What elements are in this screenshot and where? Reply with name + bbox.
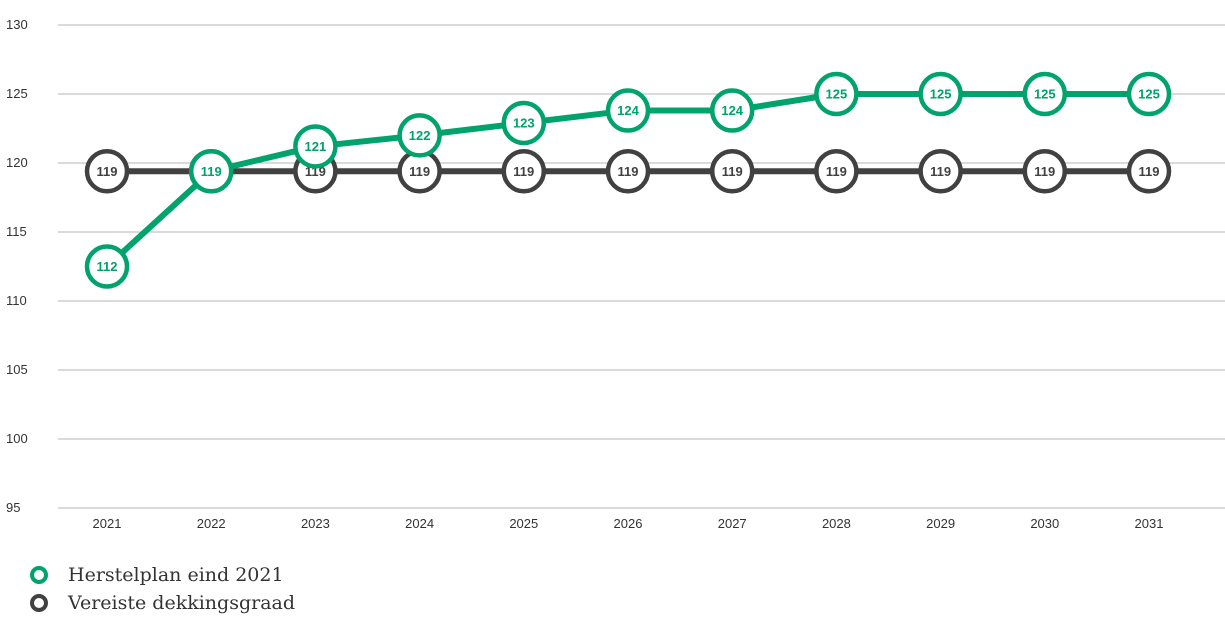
- y-tick-label: 115: [6, 224, 27, 239]
- legend-label-herstelplan: Herstelplan eind 2021: [68, 564, 284, 586]
- data-label: 112: [97, 259, 118, 274]
- data-label: 119: [722, 164, 743, 179]
- series-layer: 1191191191191191191191191191191191121191…: [84, 71, 1172, 289]
- data-point: [1022, 71, 1068, 117]
- data-label: 119: [826, 164, 847, 179]
- line-chart: 130 125 120 115 110 105 100 95 2021 2022 2023 2024…: [6, 17, 1225, 531]
- data-label: 119: [513, 164, 534, 179]
- data-point: [605, 88, 651, 133]
- legend-item-herstelplan: Herstelplan eind 2021: [30, 564, 284, 586]
- data-label: 124: [721, 103, 743, 118]
- data-label: 119: [201, 164, 222, 179]
- data-point: [605, 149, 651, 194]
- data-point: [918, 149, 963, 194]
- y-axis-ticks: 130 125 120 115 110 105 100 95: [6, 17, 28, 515]
- x-tick-label: 2024: [405, 516, 434, 531]
- legend-label-vereiste: Vereiste dekkingsgraad: [68, 592, 296, 614]
- data-point: [814, 71, 859, 117]
- data-label: 119: [97, 164, 118, 179]
- legend-marker-grey: [30, 594, 48, 612]
- y-tick-label: 110: [6, 293, 27, 308]
- data-label: 122: [409, 128, 431, 143]
- y-tick-label: 105: [6, 362, 28, 377]
- data-point: [918, 71, 963, 117]
- x-tick-label: 2022: [197, 516, 226, 531]
- data-label: 124: [617, 103, 639, 118]
- x-tick-label: 2027: [718, 516, 747, 531]
- y-tick-label: 95: [6, 500, 20, 515]
- x-tick-label: 2030: [1030, 516, 1059, 531]
- y-tick-label: 130: [6, 17, 28, 32]
- data-point: [709, 88, 755, 133]
- series-1: 112 119 121 122 123 124 124 125 125 125 125: [84, 71, 1172, 289]
- data-label: 119: [1034, 164, 1055, 179]
- data-label: 119: [930, 164, 951, 179]
- data-point: [1022, 149, 1068, 194]
- data-point: [293, 124, 338, 169]
- x-tick-label: 2025: [509, 516, 538, 531]
- data-point: [814, 149, 859, 194]
- data-point: [188, 149, 234, 194]
- y-tick-label: 100: [6, 431, 28, 446]
- data-point: [709, 149, 755, 194]
- series-0: 119119119119119119119119119119119: [84, 149, 1172, 194]
- data-point: [1126, 149, 1172, 194]
- data-label: 125: [1034, 87, 1056, 102]
- y-tick-label: 120: [6, 155, 28, 170]
- x-tick-label: 2023: [301, 516, 330, 531]
- x-tick-label: 2028: [822, 516, 851, 531]
- data-point: [1126, 71, 1172, 117]
- x-tick-label: 2029: [926, 516, 955, 531]
- x-tick-label: 2026: [614, 516, 643, 531]
- data-label: 125: [826, 87, 848, 102]
- data-label: 119: [409, 164, 430, 179]
- data-label: 125: [1138, 87, 1160, 102]
- x-axis-ticks: 2021 2022 2023 2024 2025 2026 2027 2028 2029 2030…: [93, 516, 1164, 531]
- data-point: [397, 113, 442, 158]
- data-label: 119: [618, 164, 639, 179]
- data-point: [501, 149, 547, 194]
- x-tick-label: 2031: [1135, 516, 1164, 531]
- legend-marker-green: [30, 566, 48, 584]
- data-label: 119: [1139, 164, 1160, 179]
- data-point: [84, 244, 130, 289]
- legend-item-vereiste: Vereiste dekkingsgraad: [30, 592, 295, 614]
- data-point: [84, 149, 130, 194]
- y-tick-label: 125: [6, 86, 28, 101]
- x-tick-label: 2021: [93, 516, 122, 531]
- data-label: 125: [930, 87, 952, 102]
- data-label: 123: [513, 115, 535, 130]
- data-point: [501, 100, 547, 146]
- data-label: 121: [305, 139, 327, 154]
